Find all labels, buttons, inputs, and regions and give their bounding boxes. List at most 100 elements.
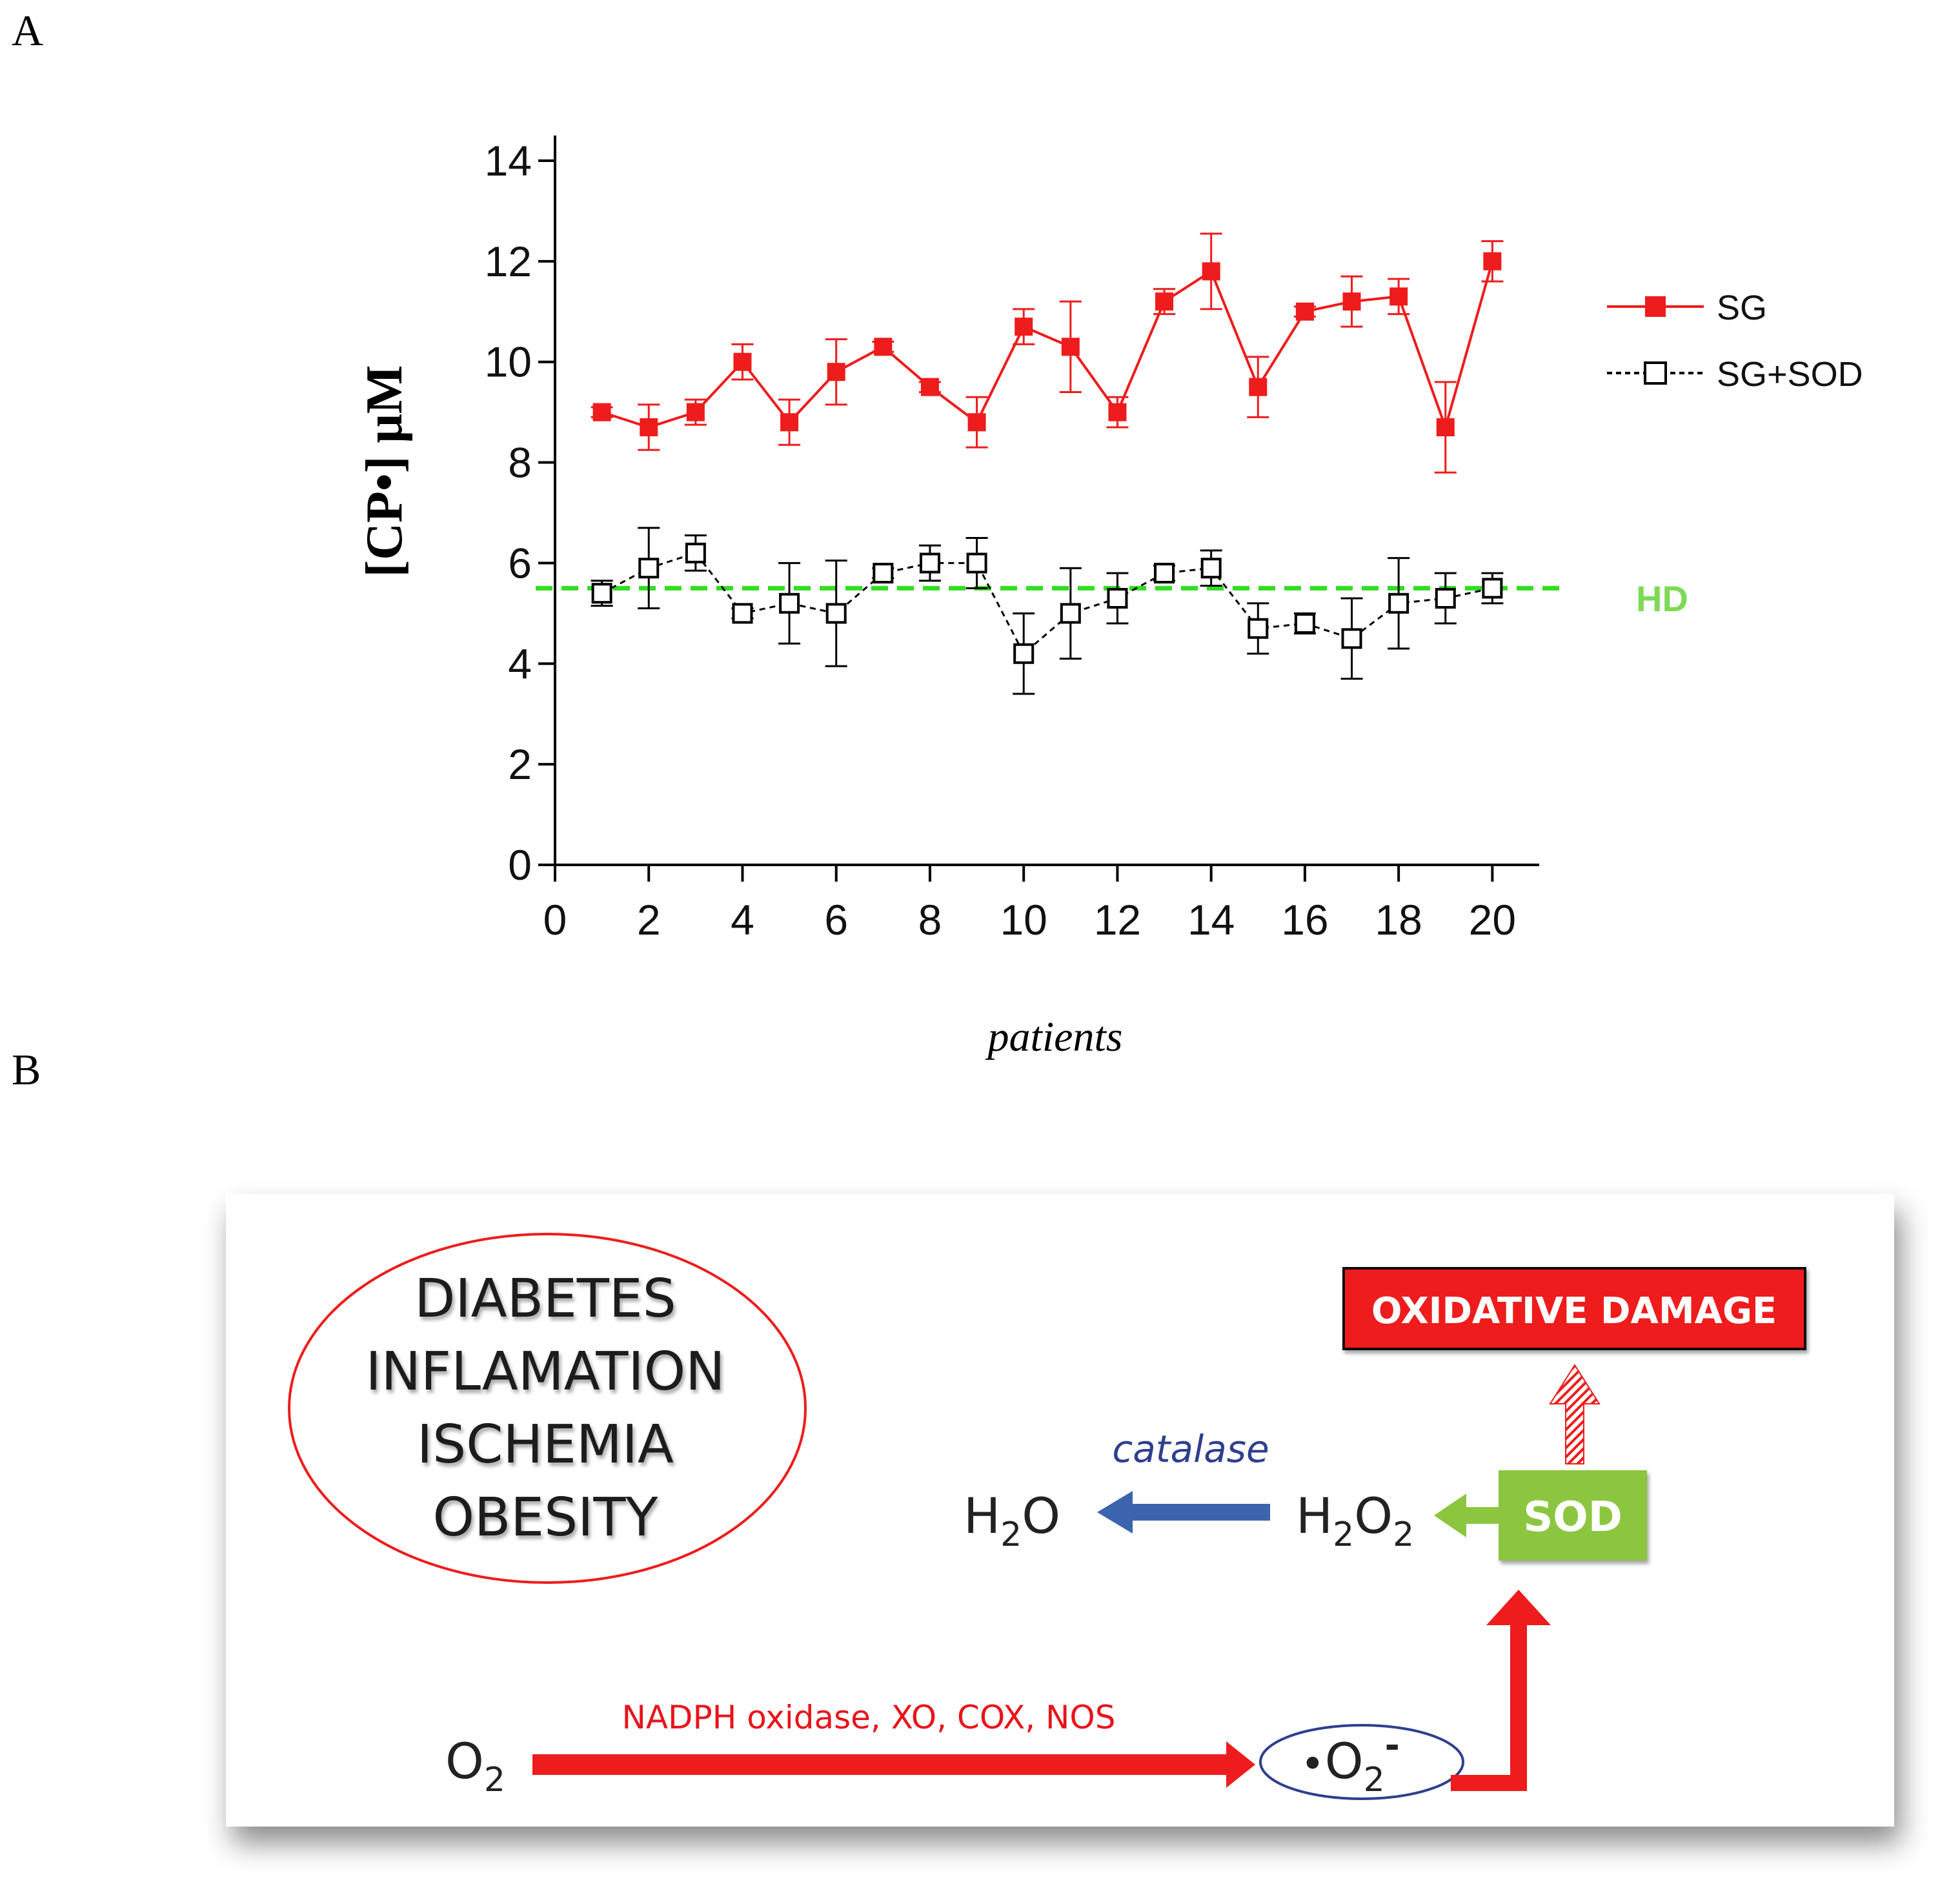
- data-point: [920, 378, 939, 396]
- damage-arrow: [1549, 1364, 1601, 1464]
- superoxide-o: O: [1325, 1732, 1364, 1790]
- data-point: [1436, 418, 1455, 436]
- y-axis-label: [CP•] μM: [356, 365, 413, 578]
- x-tick-label: 20: [1469, 896, 1516, 944]
- sod-label: SOD: [1523, 1494, 1622, 1541]
- legend-sg-sod-label: SG+SOD: [1717, 355, 1863, 394]
- data-point: [592, 403, 611, 421]
- data-point: [591, 583, 612, 604]
- h2o2-o: O: [1354, 1487, 1393, 1544]
- data-point: [780, 413, 799, 432]
- line-chart: 0 2 4 6 8 10 12 14 0 2 4 6 8 10 12 14 16 18 20 HD [CP•] μ…: [356, 136, 1863, 1060]
- superoxide-to-sod-arrow-foot: [1510, 1773, 1527, 1791]
- oxidative-damage-label: OXIDATIVE DAMAGE: [1371, 1290, 1777, 1332]
- h2o-h: H: [964, 1487, 1000, 1544]
- condition-ischemia: ISCHEMIA: [417, 1414, 674, 1475]
- h2o-label: H2O: [964, 1487, 1060, 1554]
- legend-sg-label: SG: [1717, 289, 1767, 327]
- y-tick-label: 14: [485, 137, 532, 185]
- data-point: [1389, 287, 1408, 306]
- x-tick-label: 8: [918, 896, 942, 944]
- superoxide-to-sod-arrow: [1486, 1590, 1551, 1791]
- data-point: [1341, 628, 1362, 649]
- data-point: [825, 603, 847, 624]
- x-tick-label: 4: [731, 896, 754, 944]
- x-ticks: 0 2 4 6 8 10 12 14 16 18 20: [543, 865, 1516, 944]
- y-tick-label: 12: [485, 238, 532, 285]
- condition-obesity: OBESITY: [432, 1487, 658, 1548]
- legend-sg-sod-marker: [1644, 361, 1667, 385]
- data-point: [733, 352, 752, 371]
- h2o-sub: 2: [1000, 1515, 1022, 1554]
- data-point: [1342, 292, 1361, 311]
- oxidative-damage-box: [1342, 1267, 1806, 1350]
- data-point: [1154, 563, 1175, 583]
- superoxide-ellipse: [1259, 1724, 1464, 1800]
- h2o2-sub2: 2: [1393, 1515, 1414, 1554]
- data-point: [827, 363, 845, 381]
- catalase-label: catalase: [1112, 1427, 1269, 1471]
- data-point: [779, 592, 800, 614]
- data-point: [686, 403, 705, 421]
- data-point: [1061, 338, 1080, 356]
- panel-label-b: B: [12, 1045, 41, 1094]
- x-tick-label: 12: [1094, 896, 1141, 944]
- panel-label-a: A: [12, 6, 43, 55]
- h2o2-label: H2O2: [1296, 1487, 1414, 1554]
- x-tick-label: 6: [824, 896, 848, 944]
- pathway-diagram: DIABETES INFLAMATION ISCHEMIA OBESITY OX…: [226, 1194, 1894, 1827]
- data-point: [638, 558, 660, 579]
- data-point: [1294, 613, 1315, 634]
- data-point: [1107, 587, 1128, 609]
- y-tick-label: 2: [508, 740, 532, 788]
- x-axis-label: patients: [985, 1013, 1123, 1060]
- data-point: [873, 563, 894, 583]
- superoxide-sub: 2: [1364, 1761, 1385, 1799]
- data-point: [1295, 302, 1314, 321]
- sod-to-h2o2-arrow: [1434, 1494, 1499, 1537]
- legend: SG SG+SOD: [1607, 289, 1863, 394]
- y-tick-label: 4: [508, 640, 532, 687]
- conditions-ellipse: [288, 1233, 807, 1584]
- legend-item-sg: SG: [1607, 289, 1767, 327]
- superoxide-label: •O2-: [1300, 1725, 1400, 1799]
- data-point: [1108, 403, 1127, 421]
- data-point: [966, 552, 987, 574]
- data-point: [1249, 378, 1268, 396]
- data-point: [1013, 643, 1035, 664]
- condition-diabetes: DIABETES: [414, 1268, 676, 1330]
- condition-inflamation: INFLAMATION: [366, 1341, 725, 1403]
- x-tick-label: 2: [637, 896, 661, 944]
- catalase-arrow: [1097, 1491, 1270, 1534]
- enzymes-arrow: [532, 1741, 1255, 1788]
- data-point: [1482, 578, 1503, 599]
- data-point: [1435, 587, 1456, 609]
- x-tick-label: 18: [1375, 896, 1422, 944]
- data-point: [1015, 318, 1033, 336]
- data-point: [1248, 618, 1269, 639]
- series-sg: [591, 232, 1504, 474]
- data-point: [1202, 262, 1220, 281]
- legend-item-sg-sod: SG+SOD: [1607, 355, 1863, 394]
- data-point: [732, 603, 753, 624]
- superoxide-to-sod-arrow-stub: [1451, 1775, 1510, 1791]
- series-layer: [591, 232, 1504, 695]
- data-point: [1388, 592, 1409, 614]
- hd-label: HD: [1636, 578, 1688, 619]
- h2o-o: O: [1022, 1487, 1060, 1544]
- superoxide-dot: •: [1300, 1741, 1325, 1788]
- series-sg-sod: [591, 527, 1504, 695]
- h2o2-sub1: 2: [1333, 1515, 1354, 1554]
- data-point: [685, 542, 706, 563]
- o2-label: O2: [445, 1732, 505, 1799]
- data-point: [1155, 292, 1174, 311]
- h2o2-h: H: [1296, 1487, 1333, 1544]
- data-point: [967, 413, 986, 432]
- data-point: [640, 418, 658, 436]
- sod-box: [1499, 1470, 1647, 1561]
- legend-sg-marker: [1645, 296, 1666, 317]
- y-tick-label: 8: [508, 439, 532, 487]
- data-point: [1060, 603, 1081, 624]
- o2-o: O: [445, 1732, 484, 1790]
